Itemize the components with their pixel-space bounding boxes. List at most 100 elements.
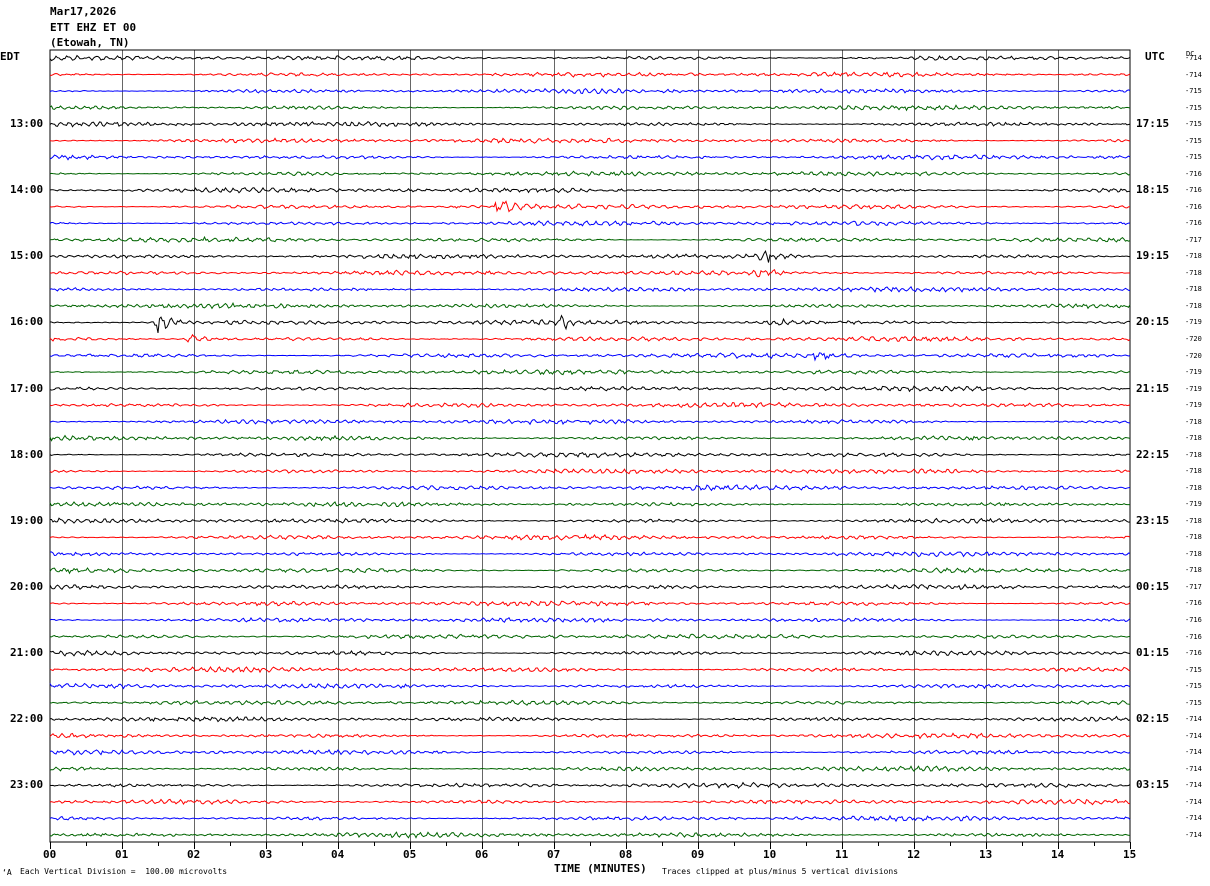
left-hour-label: 16:00 (10, 315, 44, 329)
x-tick-label: 08 (619, 848, 633, 861)
plot-frame (49, 49, 1131, 843)
dc-offset-label: -714 (1185, 781, 1202, 790)
dc-offset-label: -717 (1185, 235, 1202, 244)
dc-offset-label: -718 (1185, 301, 1202, 310)
dc-offset-label: -719 (1185, 368, 1202, 377)
dc-offset-label: -719 (1185, 318, 1202, 327)
corner-mark: ‘A (2, 868, 12, 877)
right-hour-label: 00:15 (1136, 579, 1170, 593)
dc-offset-label: -715 (1185, 103, 1202, 112)
dc-offset-label: -716 (1185, 186, 1202, 195)
trace-row-25 (49, 468, 1131, 475)
trace-row-23 (49, 434, 1131, 442)
trace-row-29 (49, 533, 1131, 541)
right-hour-label: 18:15 (1136, 183, 1170, 197)
dc-offset-label: -718 (1185, 516, 1202, 525)
trace-row-19 (49, 368, 1131, 376)
left-hour-label: 15:00 (10, 249, 44, 263)
dc-offset-label: -716 (1185, 599, 1202, 608)
right-hour-label: 03:15 (1136, 778, 1170, 792)
trace-row-9 (49, 200, 1131, 213)
x-tick-label: 11 (835, 848, 849, 861)
trace-row-34 (49, 617, 1131, 623)
left-timezone-label: EDT (0, 50, 20, 63)
x-tick-label: 14 (1051, 848, 1065, 861)
right-hour-label: 02:15 (1136, 712, 1170, 726)
dc-offset-label: -715 (1185, 665, 1202, 674)
left-hour-label: 22:00 (10, 712, 44, 726)
right-hour-label: 19:15 (1136, 249, 1170, 263)
dc-offset-label: -719 (1185, 401, 1202, 410)
trace-row-28 (49, 517, 1131, 525)
x-tick-label: 03 (259, 848, 273, 861)
trace-row-18 (49, 352, 1131, 362)
dc-offset-label: -716 (1185, 202, 1202, 211)
trace-row-21 (49, 401, 1131, 409)
dc-offset-label: -714 (1185, 731, 1202, 740)
dc-offset-label: -714 (1185, 830, 1202, 839)
right-hour-label: 20:15 (1136, 315, 1170, 329)
left-hour-label: 23:00 (10, 778, 44, 792)
dc-offset-label: -714 (1185, 715, 1202, 724)
trace-row-37 (49, 666, 1131, 674)
trace-row-30 (49, 551, 1131, 558)
trace-row-17 (49, 333, 1131, 343)
x-tick-label: 06 (475, 848, 489, 861)
trace-row-39 (49, 699, 1131, 706)
x-tick-label: 10 (763, 848, 777, 861)
trace-row-35 (49, 633, 1131, 640)
left-hour-label: 21:00 (10, 646, 44, 660)
left-hour-label: 14:00 (10, 183, 44, 197)
trace-row-36 (49, 649, 1131, 657)
dc-offset-label: -714 (1185, 748, 1202, 757)
trace-row-46 (49, 814, 1131, 823)
x-tick-label: 02 (187, 848, 201, 861)
dc-offset-label: -717 (1185, 582, 1202, 591)
trace-row-8 (49, 186, 1130, 194)
trace-row-33 (49, 600, 1131, 607)
dc-offset-label: -715 (1185, 698, 1202, 707)
scale-note: Each Vertical Division = 100.00 microvol… (20, 867, 228, 876)
trace-row-41 (49, 732, 1131, 740)
trace-row-6 (49, 154, 1131, 161)
dc-offset-label: -716 (1185, 649, 1202, 658)
x-tick-label: 13 (979, 848, 993, 861)
x-tick-label: 15 (1123, 848, 1137, 861)
dc-offset-label: -716 (1185, 632, 1202, 641)
dc-offset-label: -715 (1185, 682, 1202, 691)
left-hour-label: 13:00 (10, 117, 44, 131)
dc-offset-label: -718 (1185, 450, 1202, 459)
trace-row-7 (49, 170, 1131, 177)
dc-offset-label: -718 (1185, 285, 1202, 294)
dc-offset-label: -716 (1185, 169, 1202, 178)
x-axis-label: TIME (MINUTES) (554, 862, 647, 875)
trace-row-1 (49, 71, 1131, 78)
right-hour-label: 17:15 (1136, 117, 1170, 131)
dc-offset-label: -719 (1185, 500, 1202, 509)
trace-row-0 (49, 54, 1131, 62)
trace-row-22 (49, 418, 1131, 426)
dc-offset-label: -715 (1185, 153, 1202, 162)
dc-offset-label: -719 (1185, 384, 1202, 393)
trace-row-31 (49, 567, 1131, 575)
dc-offset-label: -716 (1185, 219, 1202, 228)
dc-offset-label: -718 (1185, 467, 1202, 476)
trace-row-11 (49, 235, 1131, 243)
left-hour-label: 18:00 (10, 447, 44, 461)
dc-offset-label: -714 (1185, 70, 1202, 79)
dc-offset-label: -716 (1185, 616, 1202, 625)
dc-offset-label: -714 (1185, 764, 1202, 773)
x-tick-label: 05 (403, 848, 417, 861)
trace-row-14 (49, 285, 1131, 293)
dc-offset-label: -718 (1185, 417, 1202, 426)
dc-offset-label: -718 (1185, 268, 1202, 277)
station-code: ETT EHZ ET 00 (50, 21, 137, 34)
right-hour-label: 22:15 (1136, 447, 1170, 461)
x-tick-label: 01 (115, 848, 129, 861)
dc-offset-label: -714 (1185, 797, 1202, 806)
trace-row-13 (49, 268, 1131, 278)
station-location: (Etowah, TN) (50, 36, 130, 49)
trace-row-15 (49, 302, 1131, 310)
dc-offset-label: -718 (1185, 483, 1202, 492)
